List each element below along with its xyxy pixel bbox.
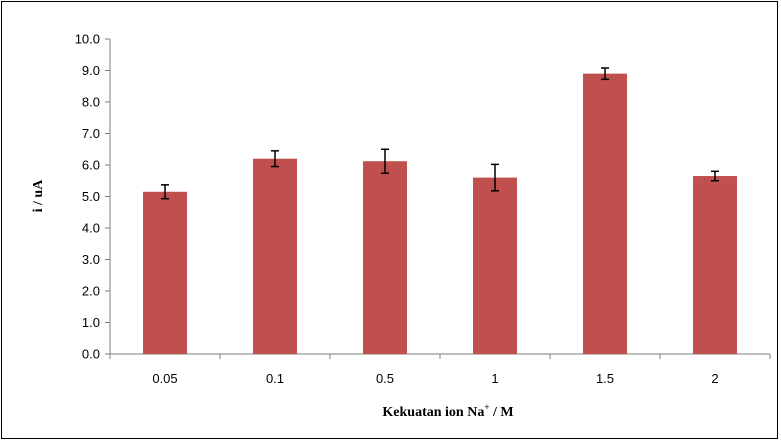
y-tick-label: 9.0: [82, 63, 100, 78]
x-tick-label: 1.5: [596, 371, 614, 386]
x-tick-label: 1: [491, 371, 498, 386]
x-axis-title-main: Kekuatan ion Na: [382, 405, 484, 420]
x-axis-title-sup: +: [484, 402, 489, 412]
error-bar-0.1: [271, 150, 279, 168]
y-tick-label: 10.0: [75, 32, 100, 47]
y-tick-label: 6.0: [82, 158, 100, 173]
y-tick-label: 1.0: [82, 315, 100, 330]
bar-1.5: [583, 73, 627, 355]
bar-2: [693, 176, 737, 354]
x-tick-label: 0.5: [376, 371, 394, 386]
x-tick-label: 2: [711, 371, 718, 386]
x-axis-ticks: 0.05 0.1 0.5 1 1.5 2: [109, 354, 771, 386]
x-tick-label: 0.05: [152, 371, 177, 386]
bar-1: [473, 177, 517, 354]
bar-0.1: [253, 158, 297, 354]
x-axis-title-unit: / M: [489, 405, 513, 420]
bars: [143, 73, 737, 355]
error-bar-0.05: [161, 184, 169, 200]
y-axis-title: i / uA: [31, 179, 46, 213]
error-bar-2: [711, 170, 719, 182]
y-tick-label: 4.0: [82, 221, 100, 236]
y-tick-label: 0.0: [82, 347, 100, 362]
x-tick-label: 0.1: [266, 371, 284, 386]
y-tick-label: 8.0: [82, 95, 100, 110]
x-axis-title: Kekuatan ion Na+ / M: [382, 402, 513, 420]
error-bar-1: [491, 163, 499, 192]
y-tick-label: 7.0: [82, 126, 100, 141]
bar-0.05: [143, 191, 187, 354]
y-tick-label: 5.0: [82, 189, 100, 204]
error-bar-1.5: [601, 67, 609, 81]
bar-0.5: [363, 161, 407, 354]
error-bars: [161, 67, 719, 200]
y-axis-ticks: 0.0 1.0 2.0 3.0 4.0 5.0 6.0 7.0 8.0 9.0 10.0: [75, 32, 110, 362]
error-bar-0.5: [381, 148, 389, 174]
y-tick-label: 2.0: [82, 284, 100, 299]
y-tick-label: 3.0: [82, 252, 100, 267]
